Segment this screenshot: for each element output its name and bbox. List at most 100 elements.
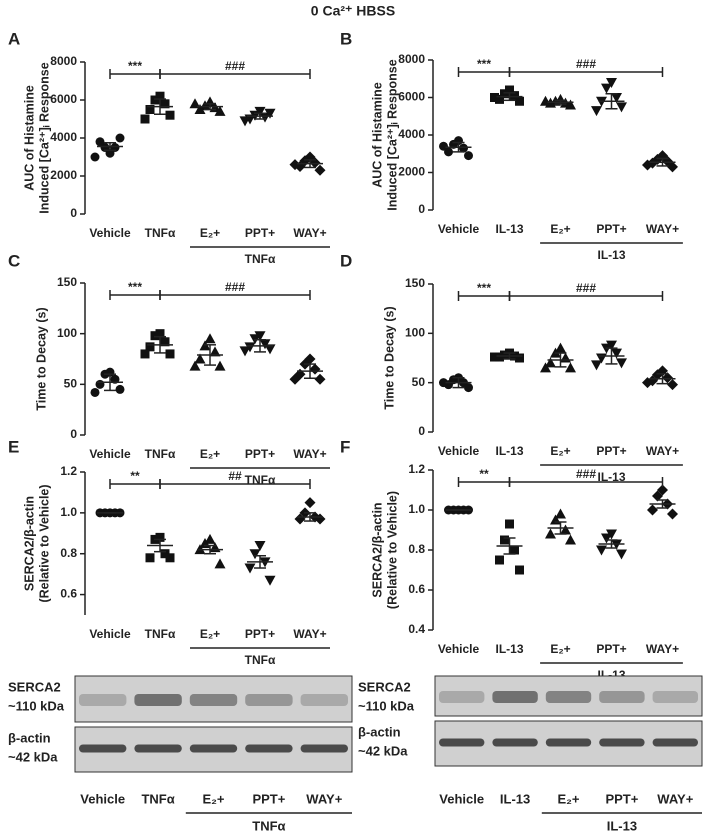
group-label: TNFα <box>245 252 276 266</box>
y-tick-label: 150 <box>405 276 425 290</box>
data-point <box>189 98 201 109</box>
data-point <box>545 357 556 368</box>
blot-row-size: ~110 kDa <box>8 698 65 713</box>
data-point <box>214 558 226 569</box>
data-point <box>239 116 251 127</box>
data-point <box>560 524 571 535</box>
data-point <box>314 164 326 176</box>
y-tick-label: 4000 <box>398 127 425 141</box>
y-tick-label: 0.4 <box>408 622 425 636</box>
figure-title: 0 Ca²⁺ HBSS <box>311 3 395 19</box>
data-point <box>264 108 276 119</box>
y-tick-label: 1.2 <box>60 464 77 478</box>
data-point <box>500 535 509 545</box>
blot-row-label: SERCA2 <box>8 679 61 694</box>
data-point <box>160 99 170 109</box>
x-tick-label: PPT+ <box>596 642 626 656</box>
sig-label: ### <box>576 467 596 481</box>
data-point <box>591 360 602 371</box>
data-point <box>591 106 602 117</box>
data-point <box>545 528 556 539</box>
x-tick-label: IL-13 <box>495 222 523 236</box>
data-point <box>560 352 571 363</box>
x-tick-label: E₂+ <box>200 627 220 641</box>
data-point <box>565 534 576 545</box>
y-axis-label: AUC of Histamine <box>370 82 384 188</box>
data-point <box>500 89 509 99</box>
x-tick-label: Vehicle <box>89 627 131 641</box>
x-tick-label: E₂+ <box>550 642 570 656</box>
y-tick-label: 50 <box>64 377 78 391</box>
data-point <box>490 93 499 102</box>
data-point <box>244 342 256 353</box>
y-axis-label: SERCA2/β-actin <box>22 496 36 591</box>
data-point <box>555 508 566 519</box>
data-point <box>199 100 211 111</box>
data-point <box>90 152 100 162</box>
x-tick-label: Vehicle <box>438 642 480 656</box>
y-axis-label: (Relative to Vehicle) <box>385 491 399 609</box>
y-tick-label: 0 <box>70 206 77 220</box>
x-tick-label: E₂+ <box>200 447 220 461</box>
data-point <box>505 85 514 95</box>
data-point <box>140 114 150 124</box>
data-point <box>606 529 617 540</box>
data-point <box>254 106 266 117</box>
group-label: IL-13 <box>597 248 625 262</box>
blot-band <box>79 694 127 706</box>
data-point <box>160 549 170 559</box>
y-tick-label: 1.0 <box>408 502 425 516</box>
data-point <box>500 350 509 360</box>
data-point <box>165 349 175 359</box>
blot-band <box>245 744 293 753</box>
blot-row-label: β-actin <box>358 724 401 739</box>
y-axis-label: Time to Decay (s) <box>382 306 396 409</box>
data-point <box>667 508 678 520</box>
y-axis-label: AUC of Histamine <box>22 85 36 191</box>
lane-label: E₂+ <box>557 791 579 806</box>
data-point <box>314 373 326 385</box>
data-point <box>254 541 266 552</box>
x-tick-label: WAY+ <box>646 444 679 458</box>
y-tick-label: 2000 <box>50 168 77 182</box>
data-point <box>540 362 551 373</box>
x-tick-label: TNFα <box>145 226 176 240</box>
data-point <box>647 504 658 516</box>
x-tick-label: IL-13 <box>495 444 523 458</box>
data-point <box>555 342 566 353</box>
data-point <box>606 340 617 351</box>
lane-label: Vehicle <box>439 791 484 806</box>
data-point <box>115 384 125 394</box>
data-point <box>289 373 301 385</box>
data-point <box>304 497 316 509</box>
y-tick-label: 1.0 <box>60 505 77 519</box>
lane-label: PPT+ <box>252 791 285 806</box>
blot-band <box>79 744 127 753</box>
sig-label: ### <box>225 59 245 73</box>
group-label: TNFα <box>245 653 276 667</box>
blot-band <box>599 738 645 747</box>
y-tick-label: 2000 <box>398 165 425 179</box>
x-tick-label: Vehicle <box>438 222 480 236</box>
data-point <box>160 337 170 347</box>
data-point <box>616 102 627 113</box>
data-point <box>611 348 622 359</box>
y-tick-label: 0 <box>418 424 425 438</box>
data-point <box>214 360 226 371</box>
blot-band <box>189 744 238 753</box>
sig-label: ### <box>576 281 596 295</box>
blot-band <box>189 694 238 706</box>
data-point <box>459 143 468 153</box>
data-point <box>155 91 165 101</box>
data-point <box>515 96 524 106</box>
x-tick-label: WAY+ <box>293 447 326 461</box>
sig-label: *** <box>128 280 142 294</box>
blot-row-label: β-actin <box>8 730 51 745</box>
lane-label: TNFα <box>141 791 174 806</box>
group-label: TNFα <box>245 473 276 487</box>
data-point <box>249 549 261 560</box>
x-tick-label: PPT+ <box>596 444 626 458</box>
blot-band <box>439 691 485 703</box>
y-tick-label: 50 <box>412 375 426 389</box>
blot-band <box>652 738 698 747</box>
